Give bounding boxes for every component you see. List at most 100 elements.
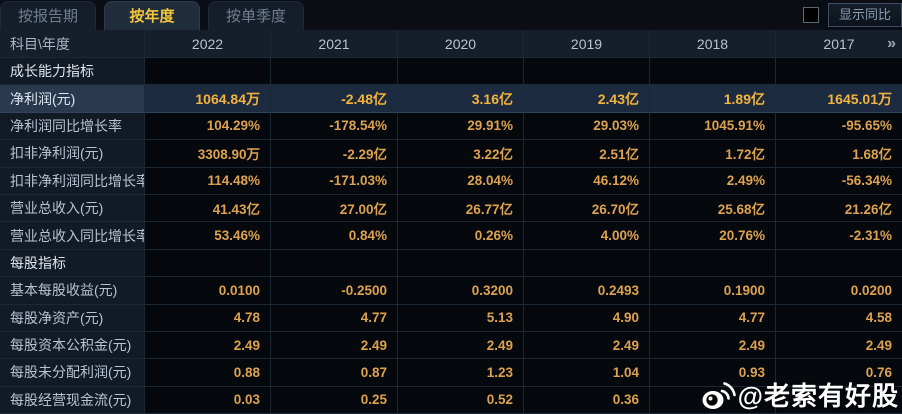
- row-label: 每股未分配利润(元): [0, 359, 145, 387]
- cell-value: 2.51亿: [524, 140, 650, 168]
- cell-value: 3.22亿: [398, 140, 524, 168]
- cell-value: 0.03: [145, 386, 271, 414]
- table-row: 营业总收入(元) 41.43亿 27.00亿 26.77亿 26.70亿 25.68亿 21…: [0, 194, 902, 223]
- cell-value: -2.31%: [776, 222, 902, 250]
- cell-value: 114.48%: [145, 167, 271, 195]
- more-years-icon[interactable]: »: [887, 34, 896, 52]
- cell-value: [398, 58, 524, 86]
- cell-value: 104.29%: [145, 112, 271, 141]
- show-yoy-checkbox[interactable]: [802, 7, 819, 23]
- cell-value: 0.2493: [524, 277, 650, 305]
- cell-value: 29.91%: [398, 112, 524, 141]
- year-header-2021[interactable]: 2021: [271, 30, 398, 58]
- cell-value: 0.1900: [650, 277, 776, 305]
- cell-value: -171.03%: [271, 167, 398, 195]
- cell-value: [776, 386, 902, 414]
- cell-value: 28.04%: [398, 167, 524, 195]
- row-label: 每股资本公积金(元): [0, 331, 145, 360]
- cell-value: 4.00%: [524, 222, 650, 250]
- cell-value: [145, 249, 271, 278]
- cell-value: 0.87: [271, 359, 398, 387]
- cell-value: 1645.01万: [776, 85, 902, 113]
- cell-value: 27.00亿: [271, 194, 398, 223]
- cell-value: 21.26亿: [776, 194, 902, 223]
- row-label: 扣非净利润同比增长率: [0, 167, 145, 195]
- cell-value: -2.29亿: [271, 140, 398, 168]
- tab-按报告期[interactable]: 按报告期: [0, 1, 96, 30]
- cell-value: 4.78: [145, 304, 271, 332]
- row-label: 每股经营现金流(元): [0, 386, 145, 414]
- period-tabbar: 按报告期 按年度 按单季度 显示同比: [0, 0, 902, 30]
- cell-value: [271, 58, 398, 86]
- cell-value: [650, 249, 776, 278]
- table-row: 每股经营现金流(元) 0.03 0.25 0.52 0.36: [0, 386, 902, 414]
- cell-value: 0.25: [271, 386, 398, 414]
- table-row: 每股指标: [0, 249, 902, 278]
- cell-value: 2.49: [271, 331, 398, 360]
- cell-value: 4.77: [271, 304, 398, 332]
- table-row: 扣非净利润(元) 3308.90万 -2.29亿 3.22亿 2.51亿 1.72亿 1.6…: [0, 140, 902, 168]
- cell-value: 29.03%: [524, 112, 650, 141]
- cell-value: 1.72亿: [650, 140, 776, 168]
- cell-value: -0.2500: [271, 277, 398, 305]
- cell-value: 0.26%: [398, 222, 524, 250]
- cell-value: 0.93: [650, 359, 776, 387]
- cell-value: [145, 58, 271, 86]
- table-row: 每股净资产(元) 4.78 4.77 5.13 4.90 4.77 4.58: [0, 304, 902, 332]
- table-row: 净利润同比增长率 104.29% -178.54% 29.91% 29.03% 1045.…: [0, 112, 902, 141]
- row-label: 基本每股收益(元): [0, 277, 145, 305]
- table-row: 营业总收入同比增长率 53.46% 0.84% 0.26% 4.00% 20.76% -2.…: [0, 222, 902, 250]
- cell-value: 0.0200: [776, 277, 902, 305]
- year-header-2018[interactable]: 2018: [650, 30, 776, 58]
- cell-value: [524, 58, 650, 86]
- cell-value: 0.76: [776, 359, 902, 387]
- cell-value: 0.36: [524, 386, 650, 414]
- cell-value: [776, 249, 902, 278]
- show-yoy-label[interactable]: 显示同比: [827, 3, 902, 27]
- cell-value: [271, 249, 398, 278]
- tab-按年度[interactable]: 按年度: [104, 1, 200, 30]
- row-label: 扣非净利润(元): [0, 140, 145, 168]
- cell-value: 3.16亿: [398, 85, 524, 113]
- year-header-2022[interactable]: 2022: [145, 30, 271, 58]
- cell-value: 2.49: [650, 331, 776, 360]
- cell-value: 26.77亿: [398, 194, 524, 223]
- table-row: 每股资本公积金(元) 2.49 2.49 2.49 2.49 2.49 2.49: [0, 331, 902, 360]
- cell-value: 2.49: [524, 331, 650, 360]
- year-header-2017[interactable]: 2017»: [776, 30, 902, 58]
- cell-value: 1.89亿: [650, 85, 776, 113]
- cell-value: 46.12%: [524, 167, 650, 195]
- table-row: 基本每股收益(元) 0.0100 -0.2500 0.3200 0.2493 0.1900…: [0, 277, 902, 305]
- tab-按单季度[interactable]: 按单季度: [208, 1, 304, 30]
- cell-value: 1.04: [524, 359, 650, 387]
- cell-value: [650, 386, 776, 414]
- table-header-row: 科目\年度 2022 2021 2020 2019 2018 2017»: [0, 30, 902, 58]
- cell-value: [650, 58, 776, 86]
- cell-value: 0.0100: [145, 277, 271, 305]
- cell-value: [398, 249, 524, 278]
- cell-value: 20.76%: [650, 222, 776, 250]
- cell-value: 5.13: [398, 304, 524, 332]
- cell-value: 1.23: [398, 359, 524, 387]
- cell-value: 1045.91%: [650, 112, 776, 141]
- table-row: 成长能力指标: [0, 58, 902, 86]
- cell-value: 53.46%: [145, 222, 271, 250]
- row-label: 每股指标: [0, 249, 145, 278]
- year-header-2019[interactable]: 2019: [524, 30, 650, 58]
- financial-table: 科目\年度 2022 2021 2020 2019 2018 2017» 成长能力指标 净利…: [0, 30, 902, 414]
- cell-value: 2.43亿: [524, 85, 650, 113]
- row-label: 每股净资产(元): [0, 304, 145, 332]
- cell-value: 4.58: [776, 304, 902, 332]
- cell-value: -178.54%: [271, 112, 398, 141]
- row-label: 营业总收入(元): [0, 194, 145, 223]
- cell-value: [776, 58, 902, 86]
- cell-value: 1.68亿: [776, 140, 902, 168]
- cell-value: 26.70亿: [524, 194, 650, 223]
- cell-value: 1064.84万: [145, 85, 271, 113]
- year-header-2020[interactable]: 2020: [398, 30, 524, 58]
- cell-value: 2.49: [145, 331, 271, 360]
- table-row: 净利润(元) 1064.84万 -2.48亿 3.16亿 2.43亿 1.89亿 1645.…: [0, 85, 902, 113]
- cell-value: 4.90: [524, 304, 650, 332]
- row-label: 净利润同比增长率: [0, 112, 145, 141]
